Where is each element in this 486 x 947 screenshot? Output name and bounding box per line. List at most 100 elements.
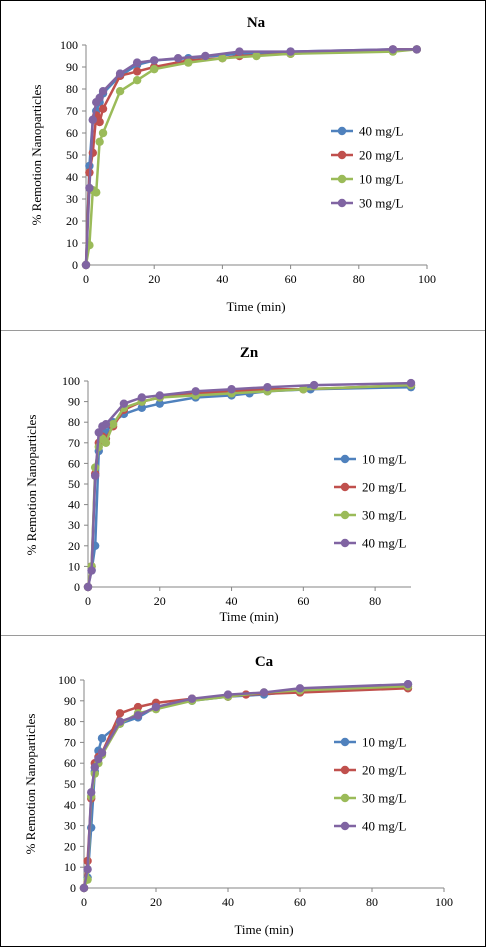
data-point (403, 679, 413, 689)
x-tick-label: 100 (418, 272, 436, 286)
data-point (95, 93, 104, 103)
legend-swatch-marker (340, 793, 350, 803)
y-tick-label: 90 (66, 60, 78, 74)
y-tick-label: 90 (68, 395, 80, 409)
y-tick-label: 0 (74, 580, 80, 594)
chart-panel-ca: Ca 0 10 20 30 40 50 60 70 80 90 100 0 20 40 60 80 100 Time… (1, 636, 485, 946)
data-point (286, 47, 295, 56)
y-axis-label: % Remotion Nanoparticles (23, 714, 38, 855)
data-point (88, 115, 98, 125)
data-point (97, 748, 107, 757)
legend-swatch-marker (340, 510, 350, 520)
chart-zn: Zn 0 10 20 30 40 50 60 70 80 90 100 0 20 40 60 80 Time (m… (24, 345, 416, 624)
x-tick-label: 40 (226, 594, 238, 608)
y-tick-label: 30 (68, 518, 80, 532)
x-tick-label: 60 (297, 594, 309, 608)
data-point (79, 883, 89, 893)
legend-entry: 20 mg/L (362, 763, 406, 778)
data-point (101, 420, 111, 429)
data-point (235, 47, 244, 56)
data-point (184, 58, 193, 67)
x-tick-label: 0 (83, 272, 89, 286)
chart-ca: Ca 0 10 20 30 40 50 60 70 80 90 100 0 20 40 60 80 100 Time… (23, 654, 453, 937)
data-point (87, 566, 96, 575)
y-tick-label: 100 (60, 38, 78, 52)
legend-entry: 10 mg/L (362, 735, 406, 750)
x-tick-label: 60 (285, 272, 297, 286)
data-point (151, 702, 161, 712)
series-line-zn-3 (86, 381, 412, 588)
y-tick-label: 20 (68, 539, 80, 553)
x-axis-label: Time (min) (226, 299, 285, 314)
data-point (83, 865, 92, 874)
y-tick-label: 100 (62, 374, 80, 388)
panel-divider (1, 635, 485, 636)
legend-entry: 30 mg/L (362, 508, 406, 523)
data-point (173, 54, 183, 63)
x-tick-label: 80 (369, 594, 381, 608)
data-point (108, 420, 118, 429)
legend-entry: 40 mg/L (359, 124, 403, 139)
x-tick-label: 100 (435, 895, 453, 909)
data-point (98, 104, 108, 114)
chart-title: Na (247, 15, 266, 31)
legend-swatch-marker (340, 454, 350, 464)
data-point (388, 45, 398, 54)
series-line-ca-0 (82, 682, 409, 889)
y-tick-label: 80 (64, 715, 76, 729)
legend-swatch-marker (337, 150, 347, 160)
x-tick-label: 20 (148, 272, 160, 286)
y-tick-label: 20 (64, 839, 76, 853)
x-axis-label: Time (min) (219, 609, 278, 624)
x-axis-label: Time (min) (234, 922, 293, 937)
y-tick-label: 50 (66, 148, 78, 162)
y-tick-label: 10 (68, 559, 80, 573)
y-tick-label: 20 (66, 214, 78, 228)
y-tick-label: 70 (66, 104, 78, 118)
data-point (137, 393, 147, 402)
data-point (309, 380, 319, 390)
legend-entry: 40 mg/L (362, 536, 406, 551)
x-tick-label: 80 (353, 272, 365, 286)
x-tick-label: 40 (216, 272, 228, 286)
data-point (133, 702, 143, 712)
data-point (98, 87, 108, 96)
data-point (137, 403, 147, 412)
data-point (132, 58, 142, 67)
y-tick-label: 80 (68, 415, 80, 429)
data-point (218, 54, 227, 63)
data-point (119, 399, 129, 408)
legend-swatch-marker (340, 765, 350, 775)
data-point (85, 183, 94, 193)
chart-title: Zn (240, 345, 259, 361)
y-tick-label: 40 (68, 498, 80, 512)
y-tick-label: 10 (66, 236, 78, 250)
data-point (259, 688, 269, 697)
data-point (132, 67, 142, 76)
data-point (81, 260, 91, 270)
panel-divider (1, 330, 485, 331)
y-tick-label: 0 (72, 258, 78, 272)
y-tick-label: 30 (66, 192, 78, 206)
chart-title: Ca (255, 654, 274, 670)
y-tick-label: 0 (70, 881, 76, 895)
data-point (263, 382, 272, 392)
y-axis-label: % Remotion Nanoparticles (24, 415, 39, 556)
chart-panel-zn: Zn 0 10 20 30 40 50 60 70 80 90 100 0 20 40 60 80 Time (m… (1, 331, 485, 635)
y-tick-label: 10 (64, 860, 76, 874)
legend-swatch-marker (340, 821, 350, 831)
y-tick-label: 60 (66, 126, 78, 140)
data-point (155, 399, 164, 408)
y-tick-label: 40 (66, 170, 78, 184)
y-tick-label: 80 (66, 82, 78, 96)
legend-entry: 30 mg/L (359, 196, 403, 211)
y-tick-label: 90 (64, 694, 76, 708)
legend-swatch-marker (337, 198, 347, 208)
data-point (150, 56, 159, 65)
data-point (97, 734, 107, 743)
x-tick-label: 0 (81, 895, 87, 909)
legend-entry: 20 mg/L (362, 480, 406, 495)
y-axis-label: % Remotion Nanoparticles (29, 85, 44, 226)
legend-entry: 20 mg/L (359, 148, 403, 163)
x-tick-label: 60 (294, 895, 306, 909)
